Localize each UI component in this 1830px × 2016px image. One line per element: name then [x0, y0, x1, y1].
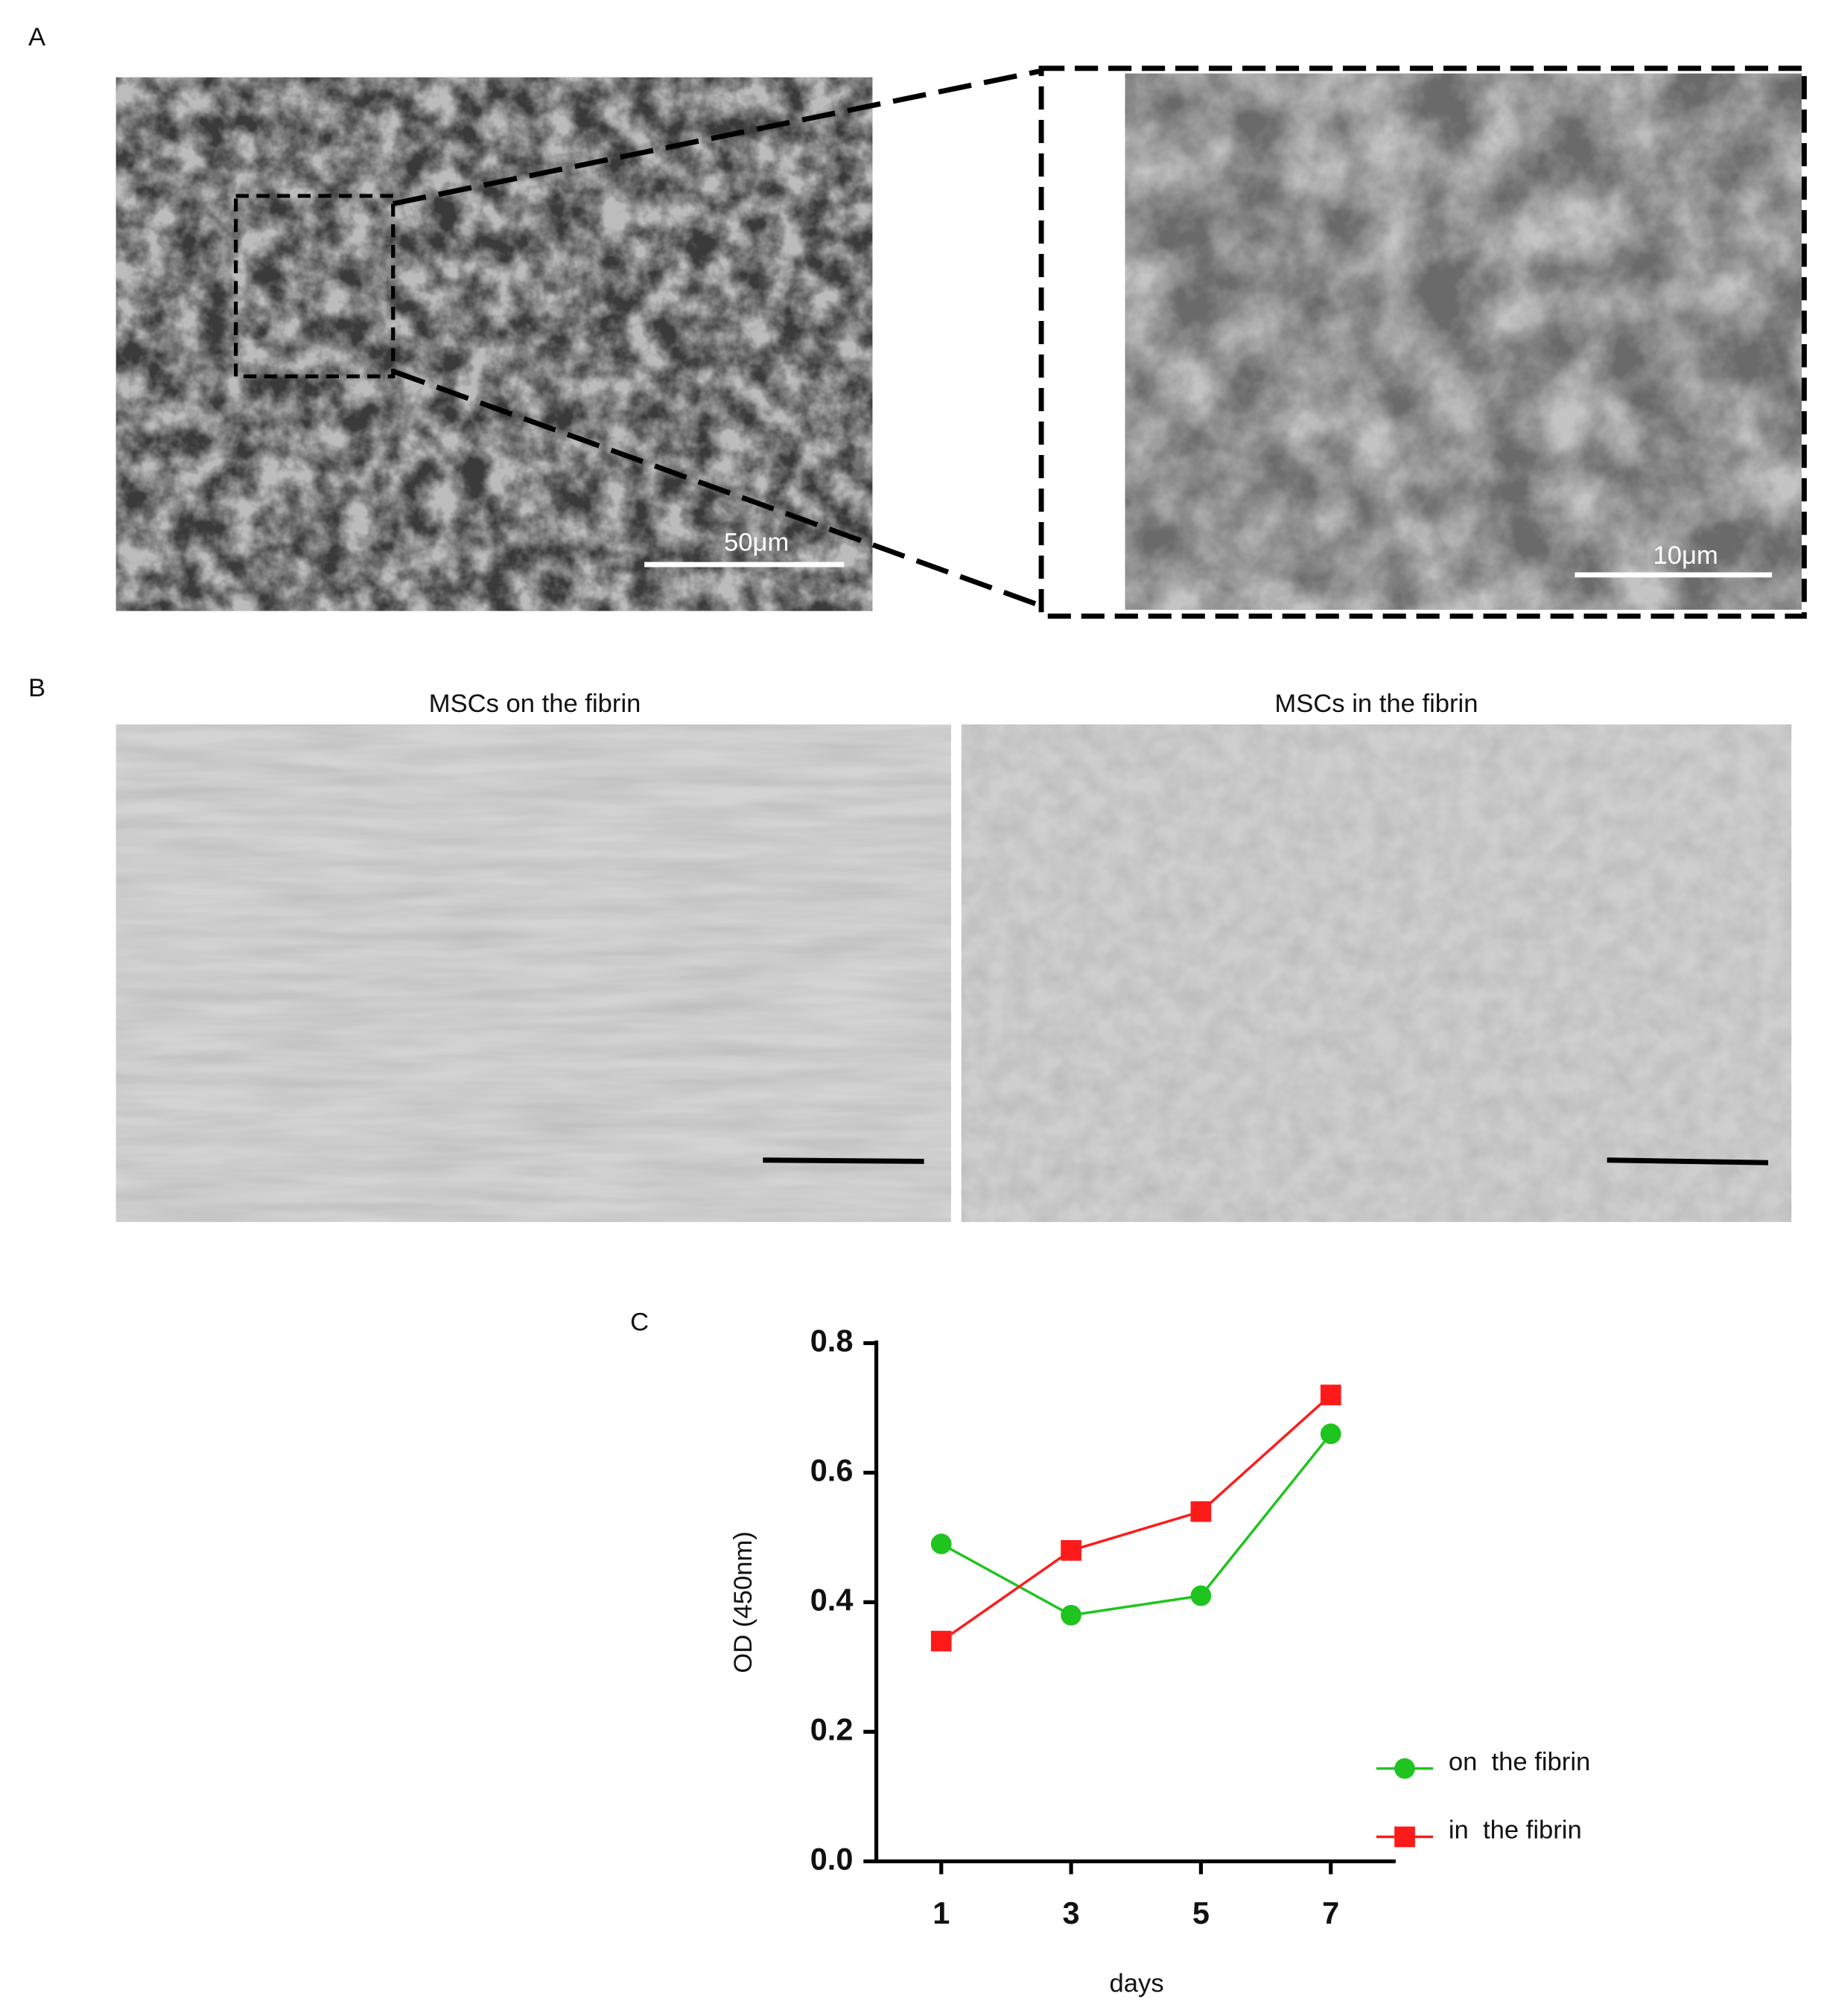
x-tick-label: 1 — [933, 1895, 950, 1930]
legend-label: on the fibrin — [1449, 1748, 1590, 1776]
panel-label: B — [28, 674, 45, 702]
y-tick-label: 0.4 — [810, 1582, 854, 1617]
series-line — [940, 1393, 1332, 1643]
scale-bar — [1607, 1157, 1769, 1166]
x-tick-label: 7 — [1322, 1895, 1339, 1930]
marker — [930, 1533, 952, 1554]
sem-zoom-texture — [1125, 73, 1802, 610]
micrograph-texture — [961, 724, 1792, 1222]
panel-label: C — [630, 1309, 649, 1337]
x-axis-label: days — [1110, 1970, 1164, 1998]
sem-texture — [115, 77, 873, 611]
image-title: MSCs on the fibrin — [429, 690, 641, 718]
zoom-frame — [1038, 66, 1807, 619]
zoom-box — [234, 194, 395, 378]
marker — [1190, 1501, 1212, 1522]
x-tick-label: 3 — [1063, 1895, 1080, 1930]
zoom-line — [392, 369, 1043, 608]
y-tick-label: 0.8 — [810, 1323, 854, 1358]
chart: days OD (450nm) 0.0 0.2 0.4 0.6 0.8 1 3 5 7 on th… — [729, 1323, 1590, 1997]
panel-label: A — [28, 23, 46, 51]
marker — [1394, 1758, 1415, 1779]
y-tick-label: 0.0 — [810, 1841, 854, 1876]
micrograph-texture — [115, 724, 951, 1222]
series-line — [940, 1433, 1332, 1617]
marker — [1320, 1423, 1341, 1445]
legend-label: in the fibrin — [1449, 1816, 1582, 1845]
marker — [1190, 1585, 1212, 1606]
y-tick-label: 0.6 — [810, 1452, 854, 1487]
marker — [930, 1630, 952, 1652]
scale-bar — [763, 1157, 924, 1164]
image-title: MSCs in the fibrin — [1274, 690, 1478, 718]
x-tick-label: 5 — [1192, 1895, 1210, 1930]
marker — [1061, 1539, 1081, 1561]
marker — [1320, 1384, 1341, 1405]
zoom-line — [393, 68, 1042, 206]
marker — [1394, 1826, 1415, 1848]
y-tick-label: 0.2 — [810, 1711, 854, 1746]
marker — [1061, 1604, 1081, 1626]
scale-bar-label: 10μm — [1653, 541, 1718, 570]
y-axis-label: OD (450nm) — [729, 1531, 757, 1673]
scale-bar-label: 50μm — [724, 529, 789, 557]
